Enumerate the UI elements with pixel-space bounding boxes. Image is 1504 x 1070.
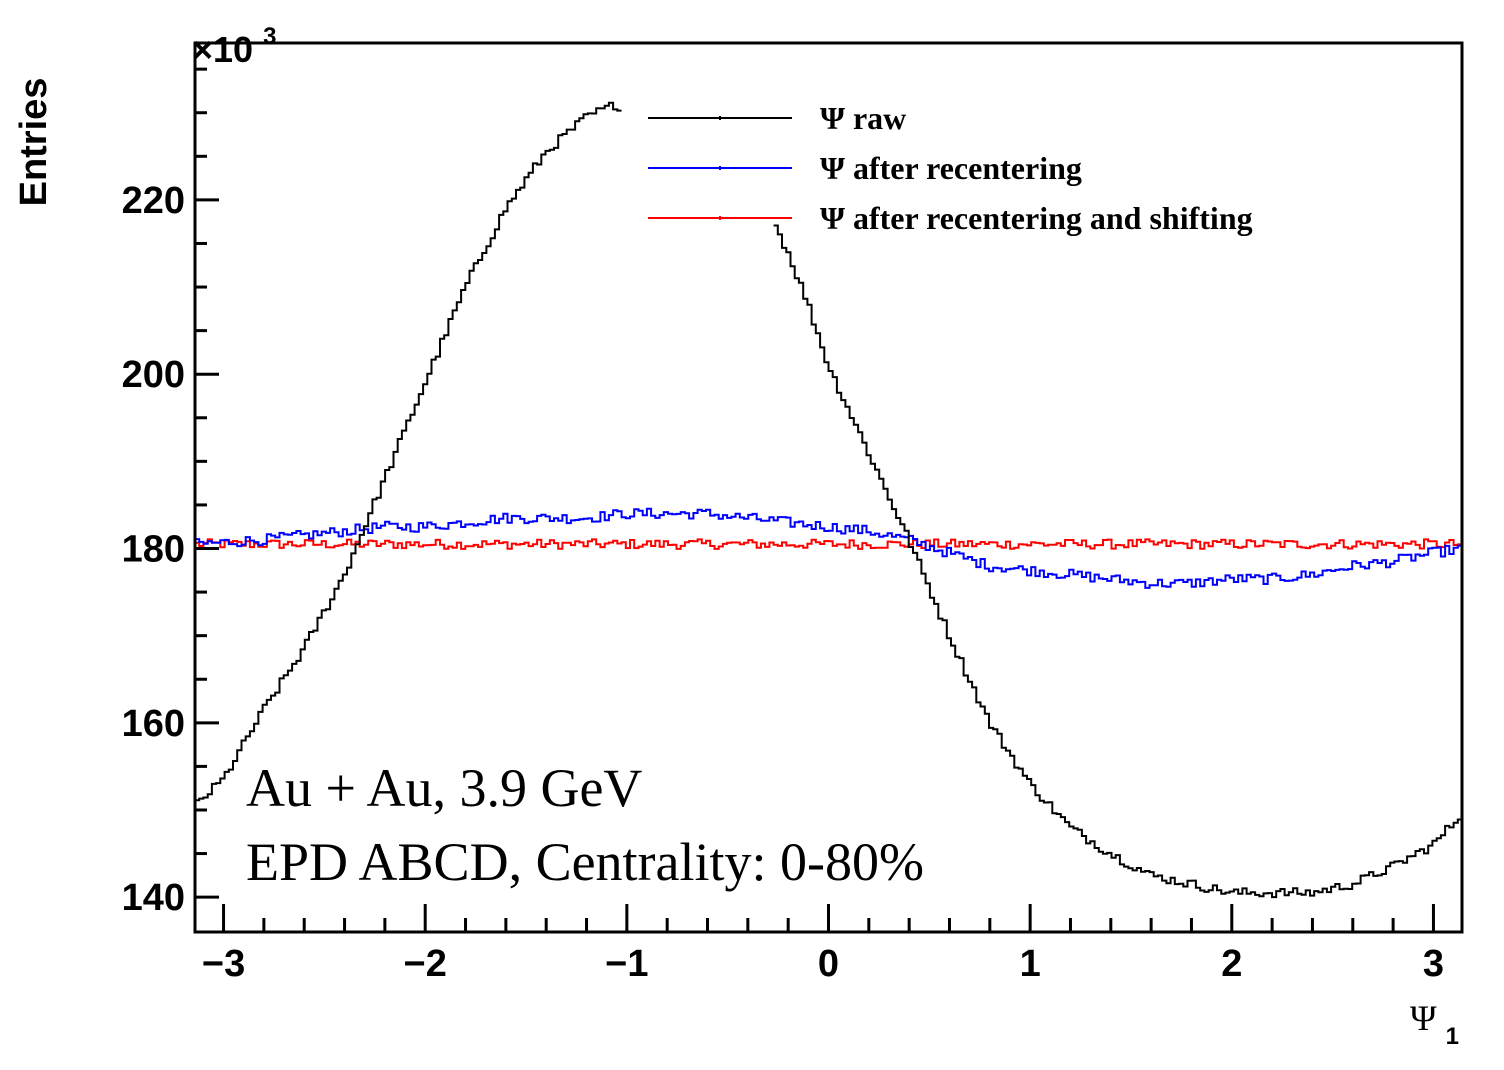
y-tick-label: 180 — [122, 529, 185, 571]
x-axis-title-subscript: 1 — [1446, 1023, 1459, 1050]
annotation-collision: Au + Au, 3.9 GeV — [246, 758, 642, 818]
x-tick-label: 0 — [818, 943, 839, 985]
y-multiplier-label: ×10 3 — [192, 23, 276, 70]
y-tick-label: 220 — [122, 180, 185, 222]
y-multiplier-base: ×10 — [192, 29, 253, 70]
x-axis-title-main: Ψ — [1410, 998, 1437, 1038]
y-tick-label: 160 — [122, 703, 185, 745]
y-axis-title: Entries — [13, 78, 55, 207]
series-path — [194, 538, 1462, 932]
axes-layer: 140 160 180 200 220 −3 −2 −1 0 1 2 3 — [122, 41, 1464, 985]
y-tick-label: 200 — [122, 354, 185, 396]
x-tick-label: −1 — [605, 943, 648, 985]
x-tick-label: −2 — [404, 943, 447, 985]
series-path — [773, 224, 1462, 899]
legend-item: Ψ raw — [648, 100, 906, 136]
series-layer — [194, 101, 1462, 932]
x-tick-label: 1 — [1020, 943, 1041, 985]
x-tick-label: −3 — [202, 943, 245, 985]
series-raw — [195, 101, 1462, 899]
series-after-recentering-and-shifting — [194, 538, 1462, 932]
y-tick-label: 140 — [122, 877, 185, 919]
annotation-detector: EPD ABCD, Centrality: 0-80% — [246, 832, 924, 892]
series-after-recentering — [195, 507, 1462, 589]
legend: Ψ raw Ψ after recentering Ψ after recenter… — [648, 100, 1253, 236]
x-tick-label: 3 — [1423, 943, 1444, 985]
x-axis-title: Ψ 1 — [1410, 998, 1459, 1050]
legend-label: Ψ after recentering — [820, 150, 1082, 186]
series-path — [195, 101, 622, 802]
legend-item: Ψ after recentering — [648, 150, 1082, 186]
legend-label: Ψ after recentering and shifting — [820, 200, 1253, 236]
legend-label: Ψ raw — [820, 100, 906, 136]
x-tick-label: 2 — [1221, 943, 1242, 985]
series-path — [195, 507, 1462, 589]
legend-item: Ψ after recentering and shifting — [648, 200, 1253, 236]
y-multiplier-exponent: 3 — [263, 23, 276, 50]
